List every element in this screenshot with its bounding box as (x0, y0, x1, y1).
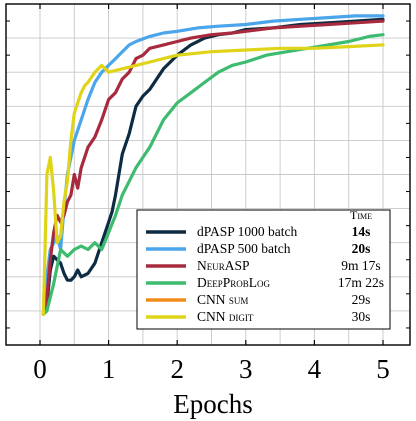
legend-label: dPASP 500 batch (197, 241, 291, 256)
legend-time: 20s (352, 241, 371, 256)
x-tick-label: 4 (308, 354, 322, 384)
legend-time-header: Time (350, 208, 372, 222)
x-tick-label: 5 (376, 354, 390, 384)
series-lines (41, 14, 385, 316)
legend-label: CNN digit (197, 309, 254, 324)
x-tick-label: 1 (102, 354, 116, 384)
x-ticks: 0 1 2 3 4 5 (6, 4, 410, 384)
legend-label: CNN sum (197, 292, 248, 307)
x-tick-label: 0 (33, 354, 47, 384)
legend-time: 30s (352, 309, 371, 324)
legend-label: dPASP 1000 batch (197, 224, 298, 239)
series-line-cnn-digit (41, 43, 385, 316)
x-axis-label: Epochs (173, 389, 252, 419)
legend-label: NeurASP (197, 258, 250, 273)
x-tick-label: 2 (170, 354, 184, 384)
legend-time: 17m 22s (338, 275, 384, 290)
legend: Time dPASP 1000 batch 14s dPASP 500 batch 2… (136, 208, 391, 330)
series-line-deepproblog (41, 33, 385, 316)
legend-box (136, 209, 391, 330)
legend-time: 14s (352, 224, 371, 239)
plot-frame (5, 3, 411, 346)
legend-time: 9m 17s (341, 258, 380, 273)
legend-label: DeepProbLog (197, 275, 271, 290)
series-line-dpasp-500-batch (41, 14, 385, 316)
x-tick-label: 3 (239, 354, 253, 384)
legend-time: 29s (352, 292, 371, 307)
